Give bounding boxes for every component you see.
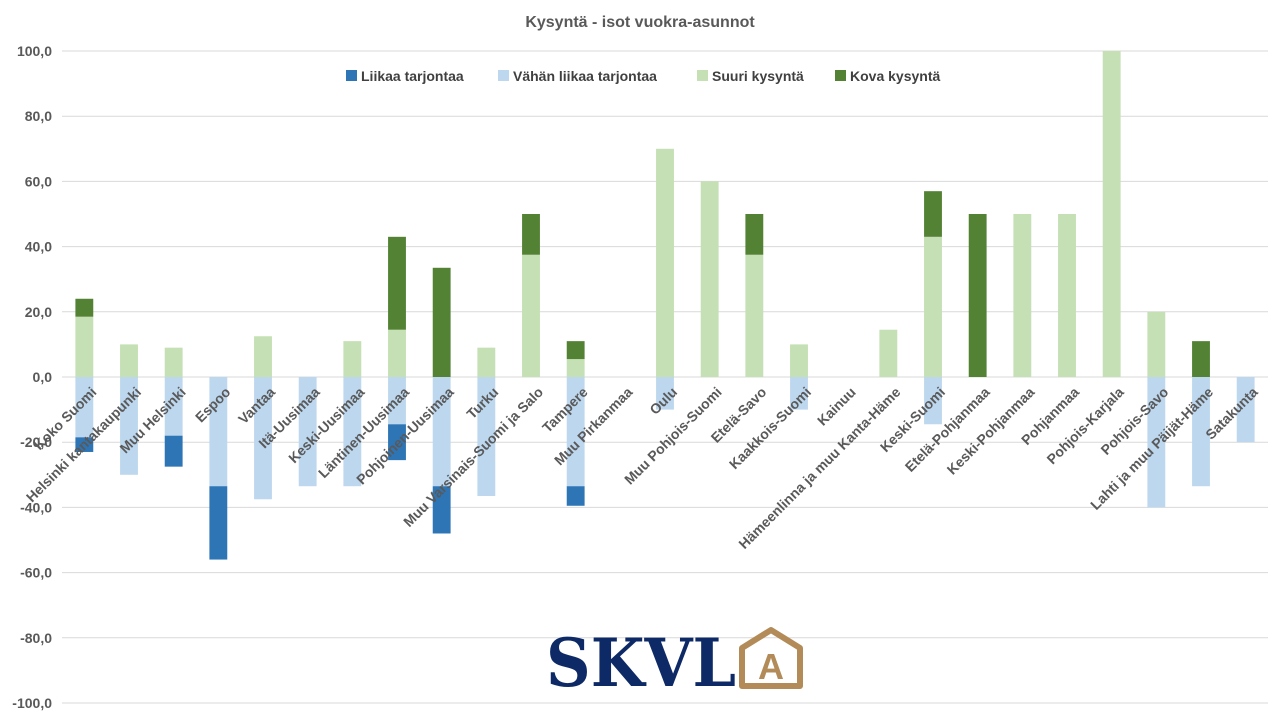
- bar-segment: [75, 377, 94, 438]
- bar-segment: [522, 214, 540, 255]
- bar-segment: [164, 347, 183, 377]
- y-tick-label: 80,0: [25, 108, 52, 124]
- bar-segment: [1102, 51, 1121, 377]
- legend-label: Liikaa tarjontaa: [361, 68, 464, 84]
- bar-segment: [790, 344, 808, 377]
- x-tick-label: Hämeenlinna ja muu Kanta-Häme: [735, 384, 903, 552]
- x-tick-label: Muu Pirkanmaa: [551, 384, 636, 469]
- bar-segment: [968, 214, 987, 377]
- bar-segment: [432, 267, 451, 377]
- bar-segment: [75, 316, 94, 377]
- y-tick-label: -40,0: [20, 499, 52, 515]
- bar-segment: [164, 377, 183, 436]
- bar-segment: [522, 254, 540, 377]
- x-tick-label: Etelä-Pohjanmaa: [902, 384, 993, 475]
- bar-segment: [1147, 311, 1166, 377]
- x-tick-label: Kainuu: [814, 384, 859, 429]
- legend-label: Vähän liikaa tarjontaa: [513, 68, 657, 84]
- bar-segment: [120, 377, 138, 475]
- x-tick-label: Pohjois-Karjala: [1043, 384, 1127, 468]
- bar-segment: [75, 437, 94, 452]
- skvl-logo: SKVL A: [546, 624, 803, 702]
- y-tick-label: 20,0: [25, 304, 52, 320]
- bar-segment: [254, 336, 272, 377]
- bar-segment: [566, 359, 585, 377]
- bar-segment: [566, 486, 585, 506]
- legend-swatch: [498, 70, 509, 81]
- bar-segment: [566, 341, 585, 360]
- bar-segment: [924, 191, 942, 237]
- bar-segment: [343, 341, 362, 377]
- bar-segment: [388, 377, 406, 425]
- bar-segment: [120, 344, 138, 377]
- bar-segment: [1192, 377, 1210, 487]
- bar-segment: [1013, 214, 1032, 377]
- y-tick-label: -80,0: [20, 630, 52, 646]
- legend-swatch: [697, 70, 708, 81]
- bar-segment: [164, 435, 183, 467]
- bars: [75, 51, 1255, 560]
- y-tick-label: -20,0: [20, 434, 52, 450]
- bar-segment: [388, 236, 406, 330]
- legend: Liikaa tarjontaa Vähän liikaa tarjontaa Su…: [346, 68, 940, 84]
- bar-segment: [924, 377, 942, 425]
- y-tick-label: 60,0: [25, 173, 52, 189]
- bar-segment: [75, 298, 94, 317]
- legend-swatch: [346, 70, 357, 81]
- bar-segment: [656, 377, 674, 410]
- bar-segment: [343, 377, 362, 487]
- bar-segment: [1058, 214, 1076, 377]
- bar-segment: [745, 254, 764, 377]
- y-tick-label: 0,0: [33, 369, 53, 385]
- bar-segment: [209, 486, 228, 560]
- bar-segment: [209, 377, 228, 487]
- bar-segment: [477, 377, 496, 496]
- bar-segment: [656, 148, 674, 377]
- legend-swatch: [835, 70, 846, 81]
- logo-house-icon: [739, 627, 803, 689]
- y-tick-label: -60,0: [20, 565, 52, 581]
- bar-segment: [1236, 377, 1255, 443]
- y-tick-label: -100,0: [12, 695, 52, 711]
- bar-segment: [432, 486, 451, 534]
- x-tick-label: Kaakkois-Suomi: [726, 384, 814, 472]
- bar-segment: [1192, 341, 1210, 377]
- logo-text: SKVL: [546, 624, 736, 702]
- logo-letter: A: [758, 646, 784, 687]
- y-tick-label: 100,0: [17, 43, 52, 59]
- legend-label: Suuri kysyntä: [712, 68, 804, 84]
- bar-segment: [1147, 377, 1166, 508]
- bar-segment: [298, 377, 317, 487]
- bar-segment: [432, 377, 451, 487]
- chart-title: Kysyntä - isot vuokra-asunnot: [525, 14, 755, 31]
- x-tick-label: Oulu: [646, 384, 680, 418]
- bar-segment: [879, 329, 898, 377]
- bar-segment: [700, 181, 719, 377]
- bar-segment: [388, 329, 406, 377]
- bar-segment: [745, 214, 764, 255]
- y-axis: 100,0 80,0 60,0 40,0 20,0 0,0 -20,0 -40,0 -60,0 -…: [12, 43, 52, 711]
- bar-segment: [388, 424, 406, 461]
- y-tick-label: 40,0: [25, 239, 52, 255]
- legend-label: Kova kysyntä: [850, 68, 940, 84]
- bar-segment: [790, 377, 808, 410]
- bar-segment: [254, 377, 272, 500]
- bar-segment: [924, 236, 942, 377]
- bar-segment: [566, 377, 585, 487]
- bar-segment: [477, 347, 496, 377]
